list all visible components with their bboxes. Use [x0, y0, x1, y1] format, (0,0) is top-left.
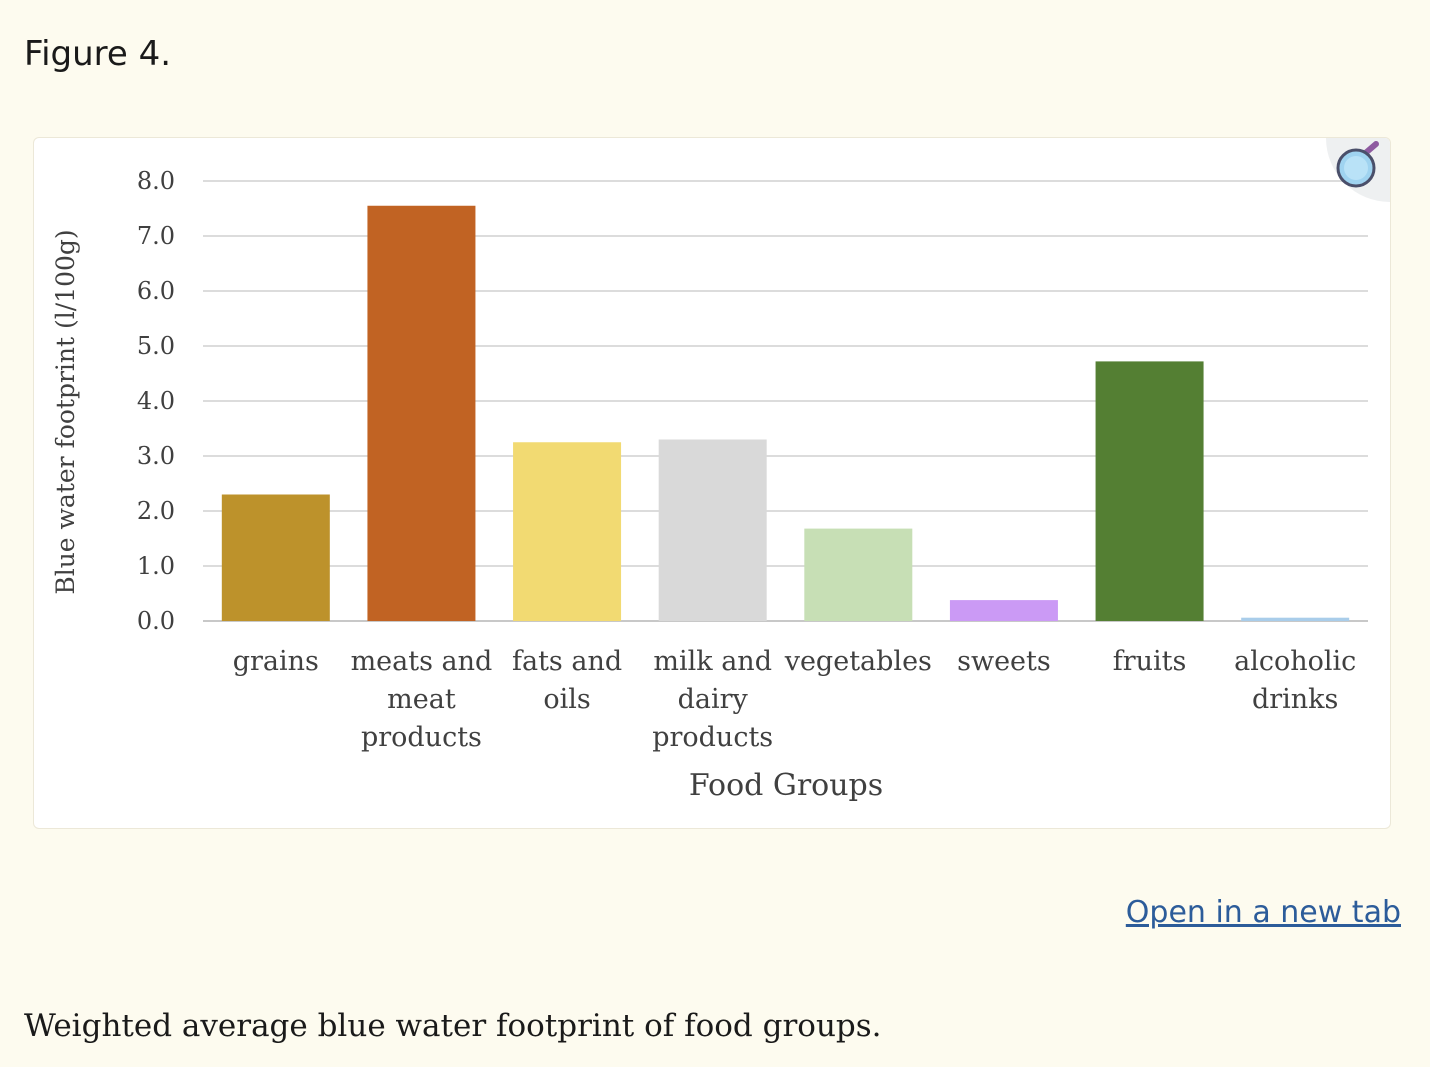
bar [221, 494, 330, 621]
open-in-new-tab-link[interactable]: Open in a new tab [1125, 895, 1401, 930]
y-axis-title: Blue water footprint (l/100g) [51, 229, 80, 594]
x-tick-label: meats and [351, 646, 493, 677]
x-tick-label: products [652, 722, 773, 753]
bar [658, 439, 767, 621]
magnifier-icon [1336, 141, 1379, 188]
x-tick-label: drinks [1252, 684, 1338, 715]
bar [804, 528, 913, 621]
x-tick-label: milk and [653, 646, 772, 677]
bar [1241, 617, 1350, 621]
y-tick-label: 5.0 [137, 332, 175, 360]
bar [949, 600, 1058, 621]
y-tick-label: 4.0 [137, 387, 175, 415]
x-tick-label: fats and [512, 646, 622, 677]
y-tick-label: 6.0 [137, 277, 175, 305]
x-tick-label: dairy [678, 684, 749, 715]
y-tick-label: 2.0 [137, 497, 175, 525]
x-axis-title: Food Groups [689, 768, 883, 803]
bar [1095, 361, 1204, 621]
x-tick-label: alcoholic [1234, 646, 1356, 677]
x-tick-label: sweets [957, 646, 1051, 677]
y-tick-label: 8.0 [137, 167, 175, 195]
bar [367, 205, 476, 621]
bar [513, 442, 622, 621]
y-tick-label: 1.0 [137, 552, 175, 580]
y-tick-label: 7.0 [137, 222, 175, 250]
bar-chart: 0.0 1.0 2.0 3.0 4.0 5.0 6.0 7.0 8.0 grains meats a… [51, 167, 1368, 803]
figure-label: Figure 4. [24, 34, 172, 74]
zoom-button[interactable] [1326, 138, 1390, 202]
figure-caption: Weighted average blue water footprint of… [24, 1008, 882, 1044]
x-tick-label: meat [387, 684, 456, 715]
y-tick-label: 0.0 [137, 607, 175, 635]
x-tick-label: products [361, 722, 482, 753]
x-tick-label: oils [543, 684, 590, 715]
x-tick-label: grains [233, 646, 319, 677]
figure-image[interactable]: 0.0 1.0 2.0 3.0 4.0 5.0 6.0 7.0 8.0 grains meats a… [33, 137, 1391, 829]
x-tick-label: vegetables [784, 646, 932, 677]
y-tick-label: 3.0 [137, 442, 175, 470]
x-tick-label: fruits [1113, 646, 1187, 677]
